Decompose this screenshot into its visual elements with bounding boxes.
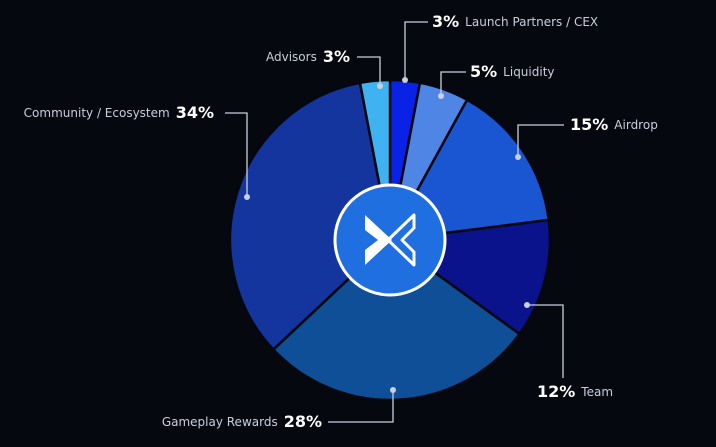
leader-dot bbox=[524, 302, 530, 308]
slice-label: Gameplay Rewards 28% bbox=[162, 412, 322, 431]
value-label: 3% bbox=[432, 12, 459, 31]
leader-line bbox=[357, 56, 381, 86]
slice-label: 5% Liquidity bbox=[470, 62, 555, 81]
leader-line bbox=[225, 112, 248, 197]
legend-label: Team bbox=[580, 385, 613, 399]
slice bbox=[271, 238, 522, 402]
legend-label: Community / Ecosystem bbox=[24, 106, 170, 120]
value-label: 12% bbox=[537, 382, 575, 401]
legend-label: Airdrop bbox=[614, 118, 658, 132]
legend-label: Advisors bbox=[266, 50, 317, 64]
slice-label: 12% Team bbox=[537, 382, 613, 401]
value-label: 15% bbox=[570, 115, 608, 134]
leader-dot bbox=[377, 83, 383, 89]
legend-label: Launch Partners / CEX bbox=[465, 15, 598, 29]
slice-label: 3% Launch Partners / CEX bbox=[432, 12, 598, 31]
leader-line bbox=[328, 390, 394, 423]
logo-mark bbox=[386, 213, 416, 267]
leader-dot bbox=[402, 77, 408, 83]
leader-line bbox=[527, 304, 564, 378]
leader-dot bbox=[515, 154, 521, 160]
leader-dot bbox=[390, 387, 396, 393]
leader-line bbox=[517, 124, 564, 157]
leader-dot bbox=[438, 93, 444, 99]
value-label: 5% bbox=[470, 62, 497, 81]
value-label: 28% bbox=[284, 412, 322, 431]
legend-label: Liquidity bbox=[503, 65, 554, 79]
logo-mark bbox=[365, 215, 392, 265]
leader-dot bbox=[244, 194, 250, 200]
value-label: 34% bbox=[176, 103, 214, 122]
labels: 3% Launch Partners / CEX 5% Liquidity 15% Air… bbox=[24, 12, 658, 431]
slice bbox=[228, 81, 392, 352]
slice-label: 15% Airdrop bbox=[570, 115, 658, 134]
value-label: 3% bbox=[323, 47, 350, 66]
slice-label: Community / Ecosystem 34% bbox=[24, 103, 214, 122]
logo bbox=[333, 183, 447, 297]
slice-label: Advisors 3% bbox=[266, 47, 350, 66]
leader-line bbox=[404, 21, 428, 80]
leader-line bbox=[440, 71, 466, 96]
legend-label: Gameplay Rewards bbox=[162, 415, 278, 429]
